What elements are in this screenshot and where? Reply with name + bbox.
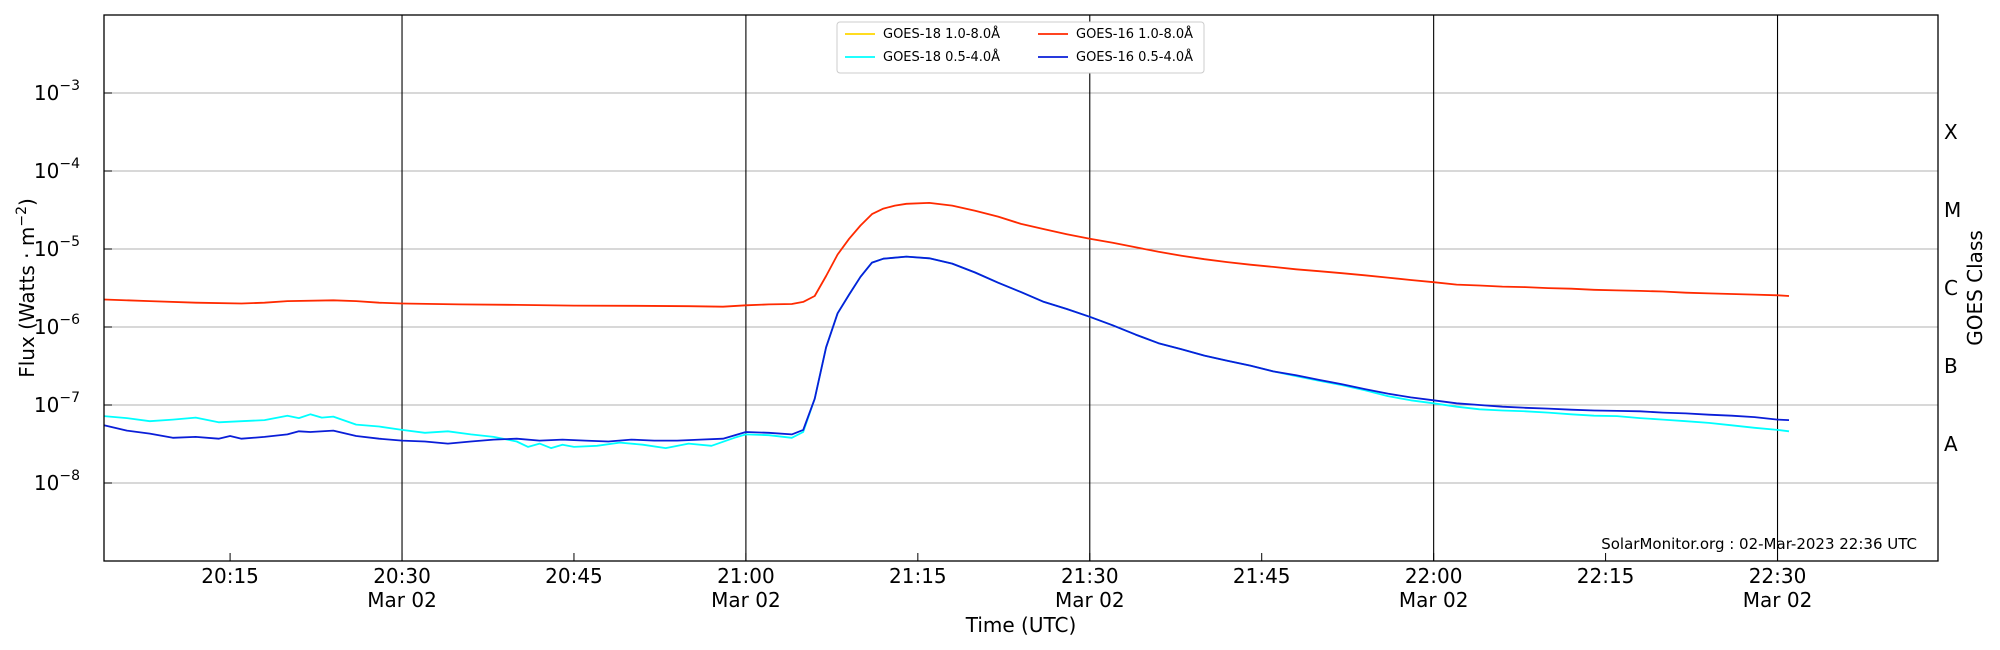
x-tick-label: 22:00 xyxy=(1405,564,1463,588)
legend-label: GOES-16 1.0-8.0Å xyxy=(1076,26,1193,42)
y-tick-label: 10−5 xyxy=(34,234,80,261)
goes-class-label: X xyxy=(1944,120,1958,144)
y-axis-title-main: Flux (Watts · m xyxy=(15,227,39,378)
horizontal-gridlines xyxy=(104,92,1938,484)
x-tick-label: 21:30 xyxy=(1061,564,1119,588)
legend-item: GOES-18 0.5-4.0Å xyxy=(845,49,1000,65)
x-tick-label: 20:15 xyxy=(201,564,259,588)
vertical-time-markers xyxy=(401,15,1779,561)
y-axis-title: Flux (Watts · m−2) xyxy=(14,198,39,378)
goes-class-labels: A B C M X xyxy=(1944,120,1961,456)
y-axis-title-close: ) xyxy=(15,198,39,206)
legend-label: GOES-18 1.0-8.0Å xyxy=(883,26,1000,42)
x-tick-label: 21:45 xyxy=(1233,564,1291,588)
y-tick-exponent: −7 xyxy=(59,390,80,406)
y-tick-base: 10 xyxy=(34,237,59,261)
y-tick-exponent: −8 xyxy=(59,468,80,484)
x-tick-label: 21:15 xyxy=(889,564,947,588)
y-tick-label: 10−4 xyxy=(34,156,80,183)
y-axis-title-exponent: −2 xyxy=(14,206,30,227)
series-line xyxy=(103,202,1790,308)
y-tick-base: 10 xyxy=(34,315,59,339)
legend-label: GOES-18 0.5-4.0Å xyxy=(883,49,1000,65)
series-layer xyxy=(103,202,1790,449)
y-tick-base: 10 xyxy=(34,471,59,495)
x-tick-date-label: Mar 02 xyxy=(1743,588,1813,612)
x-tick-label: 22:15 xyxy=(1577,564,1635,588)
goes-class-label: M xyxy=(1944,198,1961,222)
y-tick-exponent: −4 xyxy=(59,156,80,172)
goes-class-axis-title: GOES Class xyxy=(1963,230,1987,346)
x-tick-date-label: Mar 02 xyxy=(367,588,437,612)
y-tick-exponent: −6 xyxy=(59,312,80,328)
legend-item: GOES-18 1.0-8.0Å xyxy=(845,26,1000,42)
y-tick-exponent: −3 xyxy=(59,78,80,94)
y-tick-exponent: −5 xyxy=(59,234,80,250)
series-line xyxy=(103,255,1790,445)
x-tick-label: 22:30 xyxy=(1749,564,1807,588)
y-tick-label: 10−8 xyxy=(34,468,80,495)
y-tick-base: 10 xyxy=(34,393,59,417)
goes-class-label: C xyxy=(1944,276,1958,300)
x-tick-date-label: Mar 02 xyxy=(1399,588,1469,612)
legend: GOES-18 1.0-8.0Å GOES-18 0.5-4.0Å GOES-16 … xyxy=(836,21,1205,74)
y-tick-base: 10 xyxy=(34,159,59,183)
goes-class-label: B xyxy=(1944,354,1958,378)
x-tick-date-label: Mar 02 xyxy=(711,588,781,612)
y-axis-ticks: 10−810−710−610−510−410−3 xyxy=(34,78,112,495)
legend-item: GOES-16 1.0-8.0Å xyxy=(1038,26,1193,42)
y-tick-label: 10−6 xyxy=(34,312,80,339)
x-axis-title: Time (UTC) xyxy=(965,613,1077,637)
plot-frame xyxy=(103,14,1939,562)
goes-class-label: A xyxy=(1944,432,1958,456)
y-tick-label: 10−3 xyxy=(34,78,80,105)
x-tick-label: 21:00 xyxy=(717,564,775,588)
legend-item: GOES-16 0.5-4.0Å xyxy=(1038,49,1193,65)
watermark: SolarMonitor.org : 02-Mar-2023 22:36 UTC xyxy=(1601,535,1917,553)
x-tick-label: 20:45 xyxy=(545,564,603,588)
legend-label: GOES-16 0.5-4.0Å xyxy=(1076,49,1193,65)
legend-box xyxy=(836,21,1205,74)
x-tick-date-label: Mar 02 xyxy=(1055,588,1125,612)
y-tick-label: 10−7 xyxy=(34,390,80,417)
x-tick-label: 20:30 xyxy=(373,564,431,588)
y-tick-base: 10 xyxy=(34,81,59,105)
